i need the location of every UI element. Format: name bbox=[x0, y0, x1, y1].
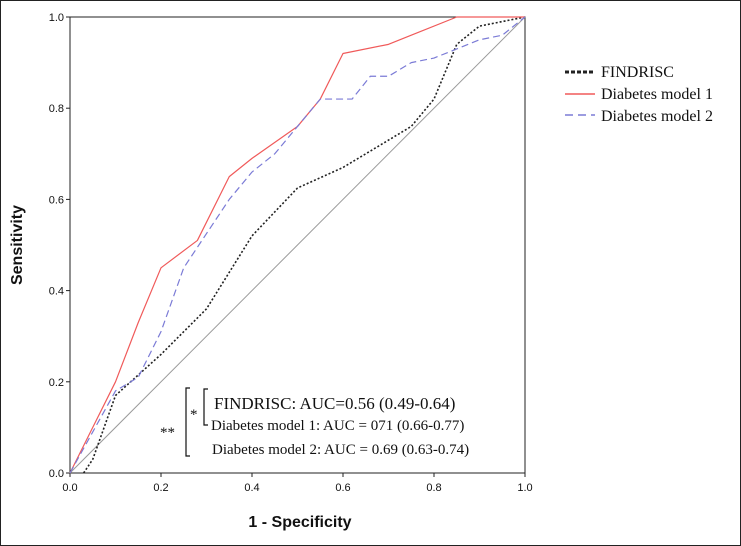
reference-diagonal-line bbox=[69, 16, 526, 474]
auc-model1: Diabetes model 1: AUC = 071 (0.66-0.77) bbox=[211, 418, 464, 434]
x-tick-label: 0.0 bbox=[62, 482, 77, 494]
x-axis-ticks: 0.0 0.2 0.4 0.6 0.8 1.0 bbox=[62, 473, 533, 494]
y-axis-ticks: 0.0 0.2 0.4 0.6 0.8 1.0 bbox=[49, 12, 70, 480]
auc-model2: Diabetes model 2: AUC = 0.69 (0.63-0.74) bbox=[212, 442, 469, 458]
series-line-diabetes-model-2 bbox=[69, 16, 526, 474]
x-tick-label: 0.6 bbox=[335, 482, 350, 494]
y-tick-label: 0.6 bbox=[49, 194, 64, 206]
legend-label-model2: Diabetes model 2 bbox=[601, 108, 713, 125]
x-tick-label: 1.0 bbox=[517, 482, 532, 494]
y-axis-title: Sensitivity bbox=[9, 205, 26, 285]
y-tick-label: 0.4 bbox=[49, 286, 64, 298]
legend-label-model1: Diabetes model 1 bbox=[601, 86, 713, 103]
legend: FINDRISC Diabetes model 1 Diabetes model… bbox=[565, 64, 713, 125]
auc-findrisc: FINDRISC: AUC=0.56 (0.49-0.64) bbox=[214, 394, 455, 413]
outer-bracket bbox=[185, 387, 190, 457]
series-line-findrisc bbox=[82, 16, 526, 474]
double-star: ** bbox=[160, 425, 175, 441]
legend-label-findrisc: FINDRISC bbox=[601, 64, 674, 81]
x-tick-label: 0.8 bbox=[426, 482, 441, 494]
x-tick-label: 0.4 bbox=[244, 482, 259, 494]
series-line-diabetes-model-1 bbox=[69, 16, 525, 474]
inner-bracket bbox=[203, 388, 208, 426]
y-tick-label: 0.8 bbox=[49, 103, 64, 115]
auc-annotation: ** * FINDRISC: AUC=0.56 (0.49-0.64) Diab… bbox=[160, 387, 469, 458]
y-tick-label: 0.0 bbox=[49, 468, 64, 480]
series-layer bbox=[69, 16, 526, 474]
single-star: * bbox=[190, 407, 198, 423]
plot-area bbox=[69, 16, 526, 474]
y-tick-label: 0.2 bbox=[49, 377, 64, 389]
x-tick-label: 0.2 bbox=[153, 482, 168, 494]
y-tick-label: 1.0 bbox=[49, 12, 64, 24]
x-axis-title: 1 - Specificity bbox=[248, 514, 351, 531]
